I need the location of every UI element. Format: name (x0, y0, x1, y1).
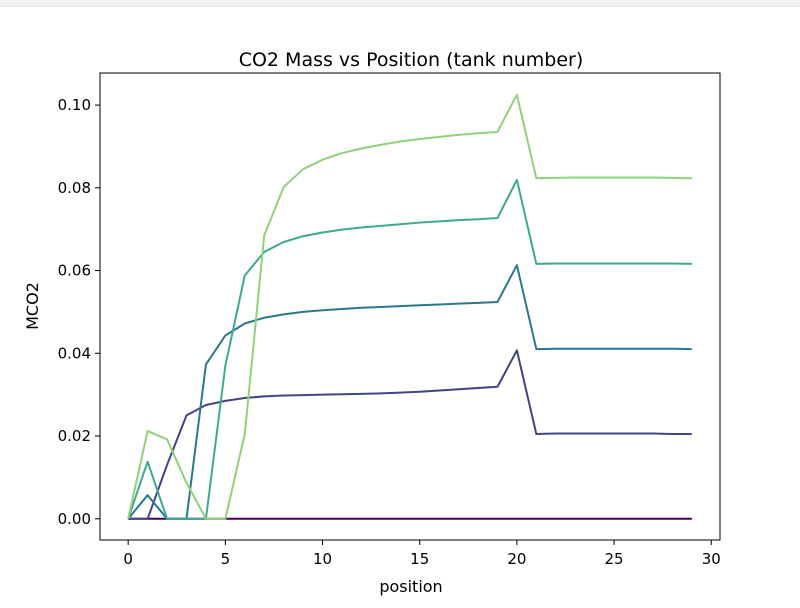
y-tick-label: 0.00 (58, 510, 91, 528)
y-axis-ticks: 0.00 0.02 0.04 0.06 0.08 0.10 (58, 96, 100, 528)
plot-area-frame (99, 72, 721, 541)
y-tick-label: 0.02 (58, 427, 91, 445)
series-lines (127, 93, 692, 520)
window-top-bar (0, 0, 800, 7)
x-tick-label: 0 (123, 550, 133, 568)
y-tick-label: 0.08 (58, 179, 91, 197)
series-line-5 (127, 93, 692, 520)
x-tick-label: 15 (410, 550, 429, 568)
x-tick-label: 10 (313, 550, 332, 568)
x-tick-label: 25 (605, 550, 624, 568)
x-tick-label: 30 (702, 550, 721, 568)
y-axis-label: MCO2 (23, 282, 42, 330)
y-tick-label: 0.10 (58, 96, 91, 114)
y-tick-label: 0.04 (58, 344, 91, 362)
series-line-4 (127, 178, 692, 520)
series-line-2 (128, 349, 692, 520)
chart-title: CO2 Mass vs Position (tank number) (239, 49, 584, 71)
series-line-3 (127, 264, 692, 520)
x-axis-label: position (379, 577, 442, 596)
x-tick-label: 20 (507, 550, 526, 568)
x-axis-ticks: 0 5 10 15 20 25 30 (123, 540, 721, 568)
x-tick-label: 5 (221, 550, 231, 568)
y-tick-label: 0.06 (58, 262, 91, 280)
